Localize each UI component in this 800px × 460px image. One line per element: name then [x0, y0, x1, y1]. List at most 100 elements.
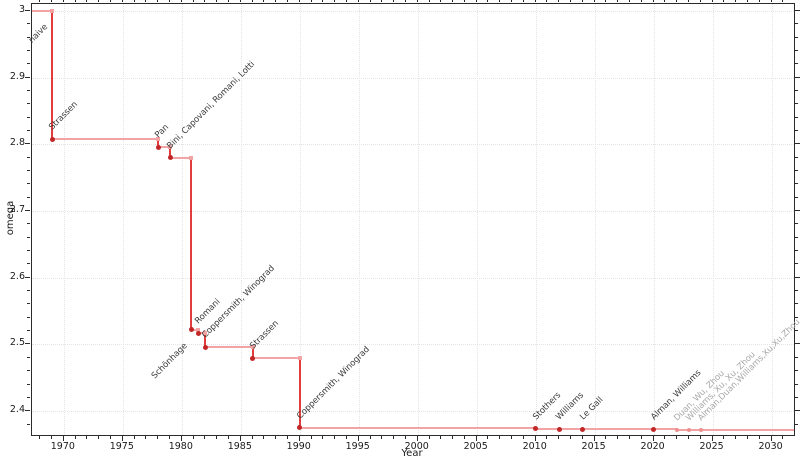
x-tick	[546, 436, 548, 439]
x-tick-top	[629, 0, 631, 2]
x-tick-top	[758, 0, 760, 2]
x-tick-top	[404, 0, 406, 2]
x-tick-top	[746, 0, 748, 2]
x-tick-top	[39, 0, 41, 2]
x-tick	[263, 436, 265, 439]
y-tick-label: 2.5	[9, 337, 25, 349]
y-tick	[27, 50, 30, 52]
y-tick	[27, 63, 30, 65]
data-point-marker	[698, 428, 703, 433]
data-point-marker	[188, 327, 194, 333]
x-tick-top	[381, 0, 383, 2]
y-tick	[27, 236, 30, 238]
x-tick	[723, 436, 725, 439]
x-tick	[404, 436, 406, 439]
x-tick	[593, 436, 595, 441]
x-tick-label: 1995	[345, 441, 370, 452]
x-tick	[251, 436, 253, 439]
y-tick	[27, 383, 30, 385]
step-corner-marker	[168, 145, 172, 150]
x-tick-label: 1990	[286, 441, 311, 452]
y-tick-label: 3	[18, 4, 25, 15]
x-tick	[581, 436, 583, 439]
grid-line-vertical	[181, 4, 183, 435]
data-point-marker	[202, 344, 208, 350]
x-tick	[275, 436, 277, 439]
point-label: naive	[27, 22, 51, 46]
y-tick	[27, 36, 30, 38]
y-tick-right	[795, 343, 800, 345]
y-tick	[25, 143, 30, 145]
x-tick-top	[286, 0, 288, 2]
x-tick-label: 2030	[758, 441, 783, 452]
x-tick-label: 2025	[699, 441, 724, 452]
x-tick-top	[487, 0, 489, 2]
grid-line-horizontal	[32, 77, 794, 79]
omega-drop-segment	[251, 347, 254, 359]
omega-step-segment	[700, 429, 794, 432]
y-tick	[27, 23, 30, 25]
data-point-marker	[533, 426, 539, 432]
data-point-marker	[675, 427, 680, 432]
point-label: Bini, Capovani, Romani, Lotti	[165, 59, 257, 152]
x-tick-top	[145, 0, 147, 2]
x-tick-top	[180, 0, 182, 2]
y-tick-right	[795, 156, 798, 158]
grid-line-vertical	[594, 4, 596, 435]
x-tick-top	[192, 0, 194, 2]
y-tick-right	[795, 236, 798, 238]
x-tick-top	[463, 0, 465, 2]
x-tick-top	[310, 0, 312, 2]
x-tick-label: 2015	[581, 441, 606, 452]
x-tick-top	[428, 0, 430, 2]
x-tick	[98, 436, 100, 439]
x-tick	[39, 436, 41, 439]
x-tick	[652, 436, 654, 441]
x-tick	[770, 436, 772, 441]
data-point-marker	[49, 136, 55, 142]
y-tick	[27, 170, 30, 172]
y-tick-right	[795, 90, 798, 92]
y-tick-label: 2.6	[9, 270, 25, 282]
y-tick-label: 2.8	[9, 137, 25, 149]
x-tick-top	[546, 0, 548, 2]
grid-line-horizontal	[32, 344, 794, 346]
x-tick-top	[558, 0, 560, 2]
x-tick	[570, 436, 572, 439]
y-tick-right	[795, 36, 798, 38]
x-tick-top	[169, 0, 170, 2]
omega-step-segment	[252, 357, 300, 360]
x-tick-top	[570, 0, 572, 2]
x-tick-top	[782, 0, 784, 2]
x-tick-top	[699, 0, 701, 2]
x-tick	[216, 436, 218, 439]
y-tick	[27, 396, 30, 398]
x-tick-top	[216, 0, 218, 2]
x-tick-top	[121, 0, 123, 2]
x-tick-label: 1985	[227, 441, 252, 452]
x-tick	[334, 436, 336, 439]
step-corner-marker	[156, 137, 161, 142]
x-tick	[381, 436, 383, 439]
x-tick	[286, 436, 288, 439]
x-tick-top	[157, 0, 159, 2]
data-point-marker	[167, 155, 173, 161]
x-tick-top	[227, 0, 229, 2]
x-tick	[475, 436, 477, 441]
x-tick	[758, 436, 760, 439]
x-tick-label: 2000	[404, 441, 429, 452]
y-tick-right	[795, 276, 800, 278]
omega-step-segment	[535, 427, 560, 430]
y-tick-right	[795, 63, 798, 65]
grid-line-vertical	[358, 4, 360, 435]
x-tick-top	[452, 0, 454, 2]
grid-line-horizontal	[32, 211, 794, 213]
x-tick-top	[640, 0, 642, 2]
y-tick	[27, 90, 30, 92]
x-tick-top	[475, 0, 477, 2]
x-tick-top	[511, 0, 513, 2]
grid-line-horizontal	[32, 144, 794, 146]
y-tick-right	[795, 410, 800, 412]
step-corner-marker	[297, 356, 302, 361]
omega-step-segment	[653, 428, 678, 431]
